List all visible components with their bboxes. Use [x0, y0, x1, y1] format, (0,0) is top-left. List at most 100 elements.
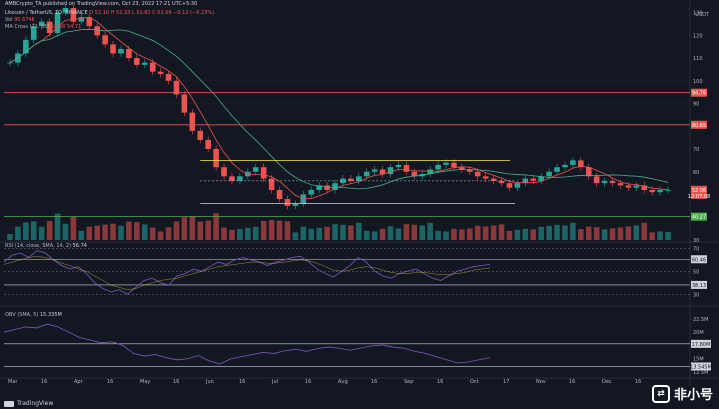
- volume-bar: [205, 220, 211, 240]
- tradingview-footer[interactable]: TradingView: [4, 400, 53, 407]
- volume-bar: [118, 225, 124, 240]
- candle-body: [70, 8, 77, 22]
- volume-bar: [110, 223, 116, 240]
- volume-label: Vol: [5, 17, 13, 23]
- time-axis-label: Apr: [74, 379, 84, 385]
- volume-bar: [62, 223, 69, 240]
- price-tag: [691, 212, 707, 221]
- candle-body: [134, 58, 140, 65]
- candle-body: [451, 162, 457, 168]
- candle-body: [411, 171, 418, 177]
- volume-bar: [78, 230, 85, 240]
- volume-bar: [356, 222, 362, 240]
- volume-bar: [562, 225, 568, 240]
- price-tick-label: 130: [693, 11, 703, 17]
- volume-bar: [601, 229, 608, 240]
- symbol-line[interactable]: Litecoin / TetherUS, 1D, BINANCE O 52.10…: [5, 10, 214, 17]
- price-tick-label: 110: [693, 56, 703, 62]
- rsi-tag-label: 38.13: [692, 283, 706, 289]
- ma-cross-label: MA Cross (21, 55): [5, 24, 50, 30]
- volume-bar: [506, 230, 513, 240]
- candle-body: [268, 178, 275, 190]
- volume-bar: [379, 228, 386, 240]
- watermark-text: 非小号: [673, 388, 713, 403]
- price-tick-label: 70: [693, 147, 699, 153]
- time-axis-label: Aug: [338, 379, 348, 385]
- volume-bar: [387, 226, 394, 240]
- ma-cross-legend[interactable]: MA Cross (21, 55) 52.38 54.71: [5, 24, 81, 31]
- volume-bar: [86, 226, 93, 240]
- candle-body: [554, 167, 560, 172]
- time-axis-label: Sep: [404, 379, 413, 385]
- time-axis-label: 16: [371, 379, 377, 385]
- ma-cross-values: 52.38 54.71: [51, 24, 82, 30]
- volume-bar: [514, 229, 521, 240]
- volume-bar: [649, 232, 655, 240]
- candle-body: [276, 189, 283, 200]
- price-tag-sub: 12:07:08: [688, 194, 710, 200]
- volume-bar: [474, 225, 481, 240]
- candle-body: [118, 48, 124, 54]
- candle-body: [38, 21, 45, 27]
- volume-bar: [197, 221, 204, 240]
- volume-bar: [585, 226, 592, 240]
- candle-body: [617, 183, 624, 186]
- candle-body: [197, 130, 204, 140]
- candle-body: [490, 178, 497, 181]
- candle-body: [593, 176, 600, 184]
- tradingview-logo-icon: [4, 400, 14, 407]
- candle-body: [7, 62, 13, 64]
- obv-legend[interactable]: OBV (SMA, 5) 15.335M: [5, 312, 62, 318]
- obv-tag-label: 17.80M: [692, 342, 711, 348]
- volume-bar: [427, 222, 433, 240]
- obv-tag: [691, 362, 711, 371]
- volume-bar: [617, 227, 624, 240]
- volume-bar: [443, 231, 449, 240]
- volume-bar: [54, 213, 61, 240]
- candle-body: [181, 94, 188, 113]
- time-axis-label: Oct: [470, 379, 479, 385]
- candle-body: [324, 185, 330, 190]
- candle-body: [506, 183, 513, 188]
- price-tick-label: 30: [693, 238, 699, 244]
- candle-body: [387, 167, 394, 175]
- volume-bar: [284, 221, 291, 240]
- volume-bar: [570, 222, 576, 240]
- rsi-ma-line: [3, 256, 491, 290]
- rsi-tag: [691, 280, 707, 289]
- volume-bar: [340, 224, 346, 240]
- candle-body: [467, 169, 473, 172]
- ohlc-values: O 52.10 H 52.33 L 51.82 C 52.06 −0.12 (−…: [89, 10, 215, 16]
- candle-body: [474, 171, 481, 177]
- candle-body: [213, 149, 219, 168]
- volume-bar: [300, 226, 307, 240]
- candle-body: [332, 183, 338, 190]
- candle-body: [395, 164, 402, 168]
- candle-body: [54, 12, 61, 34]
- volume-bar: [149, 227, 156, 240]
- obv-line: [3, 323, 491, 365]
- candle-body: [62, 8, 69, 13]
- volume-bar: [371, 231, 378, 240]
- volume-bar: [324, 226, 330, 240]
- price-tag-label: 94.76: [692, 91, 706, 97]
- volume-legend[interactable]: Vol 95.674K: [5, 17, 35, 24]
- obv-tick-label: 22.5M: [693, 317, 708, 323]
- volume-bar: [94, 225, 100, 240]
- volume-bar: [157, 231, 164, 240]
- volume-bar: [141, 224, 148, 240]
- time-axis-label: 16: [437, 379, 443, 385]
- candle-body: [308, 189, 315, 195]
- published-line: AMBCrypto_TA published on TradingView.co…: [5, 1, 198, 7]
- price-tag-label: 40.27: [692, 215, 706, 221]
- candle-body: [530, 178, 537, 181]
- volume-bar: [134, 222, 140, 240]
- volume-bar: [609, 228, 616, 240]
- candle-body: [562, 164, 568, 168]
- candle-body: [23, 39, 29, 54]
- candle-body: [601, 180, 608, 184]
- rsi-legend[interactable]: RSI (14, close, SMA, 14, 2) 56.74: [5, 243, 87, 249]
- time-axis-label: 16: [635, 379, 641, 385]
- watermark: ⇄ 非小号: [651, 384, 713, 403]
